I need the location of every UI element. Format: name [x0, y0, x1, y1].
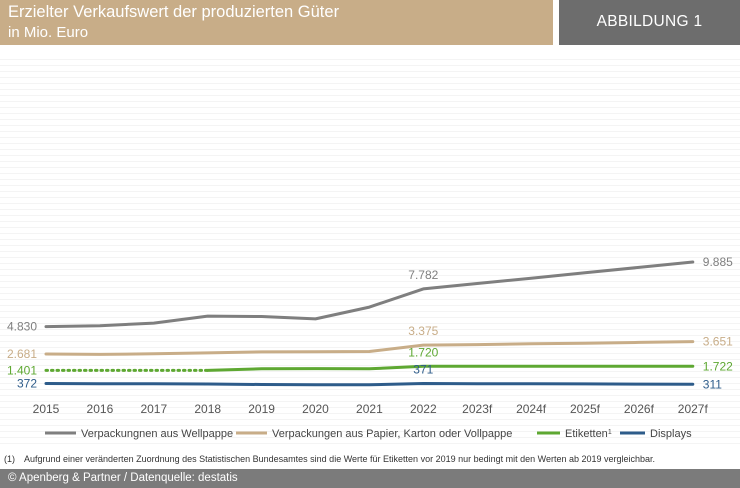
x-tick-label: 2019	[248, 402, 275, 416]
series-line	[206, 364, 695, 372]
data-label: 1.722	[703, 359, 733, 373]
title-banner: Erzielter Verkaufswert der produzierten …	[0, 0, 553, 45]
data-label: 3.375	[408, 324, 438, 338]
data-label: 1.401	[7, 363, 37, 377]
footnote-marker: (1)	[4, 454, 15, 464]
line-chart: 4.830 7.782 9.885 2.681 3.375 3.651 1.401 1.720…	[7, 255, 733, 440]
x-tick-label: 2022	[410, 402, 437, 416]
data-label: 7.782	[408, 268, 438, 282]
x-tick-label: 2017	[140, 402, 167, 416]
footer: © Apenberg & Partner / Datenquelle: dest…	[0, 469, 740, 488]
legend-label: Etiketten1	[565, 428, 612, 440]
data-label: 2.681	[7, 347, 37, 361]
data-label: 372	[17, 377, 37, 391]
source-credit: © Apenberg & Partner / Datenquelle: dest…	[8, 472, 238, 484]
data-label: 3.651	[703, 335, 733, 349]
x-tick-label: 2021	[356, 402, 383, 416]
data-label: 371	[413, 363, 433, 377]
series-line	[44, 260, 695, 329]
chart-subtitle: in Mio. Euro	[8, 24, 89, 41]
data-label: 311	[703, 377, 722, 391]
legend-label: Verpackungnen aus Wellpappe	[81, 428, 233, 440]
x-tick-label: 2015	[33, 402, 60, 416]
legend-label: Verpackungen aus Papier, Karton oder Vol…	[272, 428, 512, 440]
figure-label-box: ABBILDUNG 1	[559, 0, 740, 45]
x-tick-label: 2024f	[516, 402, 547, 416]
data-label: 4.830	[7, 320, 37, 334]
x-tick-label: 2020	[302, 402, 329, 416]
x-tick-label: 2018	[194, 402, 221, 416]
series-line	[44, 382, 695, 387]
chart-title: Erzielter Verkaufswert der produzierten …	[8, 3, 340, 21]
legend-superscript: 1	[608, 429, 612, 436]
data-label: 1.720	[408, 345, 438, 359]
x-tick-label: 2026f	[624, 402, 655, 416]
series-line	[44, 340, 695, 356]
x-tick-label: 2016	[87, 402, 114, 416]
footnote: (1) Aufgrund einer veränderten Zuordnung…	[0, 449, 740, 469]
x-tick-label: 2025f	[570, 402, 601, 416]
footnote-text: Aufgrund einer veränderten Zuordnung des…	[24, 454, 656, 464]
data-label: 9.885	[703, 255, 733, 269]
x-tick-label: 2023f	[462, 402, 493, 416]
legend-label: Displays	[650, 428, 692, 440]
x-tick-label: 2027f	[678, 402, 709, 416]
figure-label: ABBILDUNG 1	[596, 13, 703, 30]
chart-area: 4.830 7.782 9.885 2.681 3.375 3.651 1.401 1.720…	[0, 54, 740, 446]
